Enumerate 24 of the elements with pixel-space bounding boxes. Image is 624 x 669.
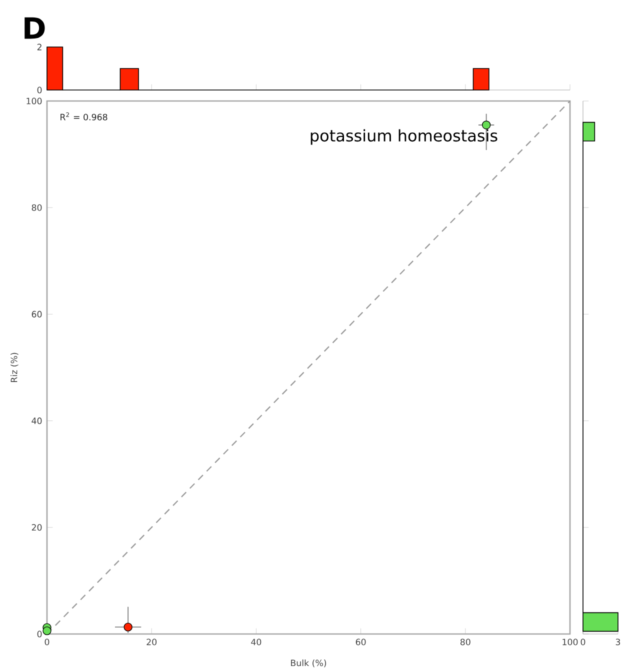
y-tick-label: 40: [32, 418, 42, 424]
x-tick-label: 20: [146, 638, 157, 646]
x-tick-label: 80: [460, 638, 470, 646]
y-tick-label: 60: [32, 310, 42, 318]
x-tick-label: 0: [580, 638, 586, 646]
annotation: potassium homeostasis: [310, 129, 498, 145]
chart-title: D: [24, 17, 45, 39]
y-tick-label: 0: [37, 630, 42, 638]
point: [124, 622, 132, 632]
y-tick-label: 20: [32, 524, 42, 531]
x-axis-title: Bulk (%): [291, 659, 326, 668]
x-tick-label: 3: [616, 638, 620, 646]
y-axis-title: Riz (%): [10, 352, 18, 382]
point: [42, 626, 52, 636]
x-tick-label: 60: [356, 638, 366, 646]
x-tick-label: 0: [44, 638, 50, 646]
point: [482, 120, 491, 130]
y-tick-label: 0: [37, 86, 42, 94]
y-tick-label: 100: [26, 98, 42, 104]
annotation: R$^{2}$ = 0.968: [60, 112, 108, 120]
y-tick-label: 2: [37, 44, 42, 50]
x-tick-label: 100: [562, 638, 578, 646]
y-tick-label: 80: [32, 204, 42, 211]
x-tick-label: 40: [251, 638, 262, 646]
